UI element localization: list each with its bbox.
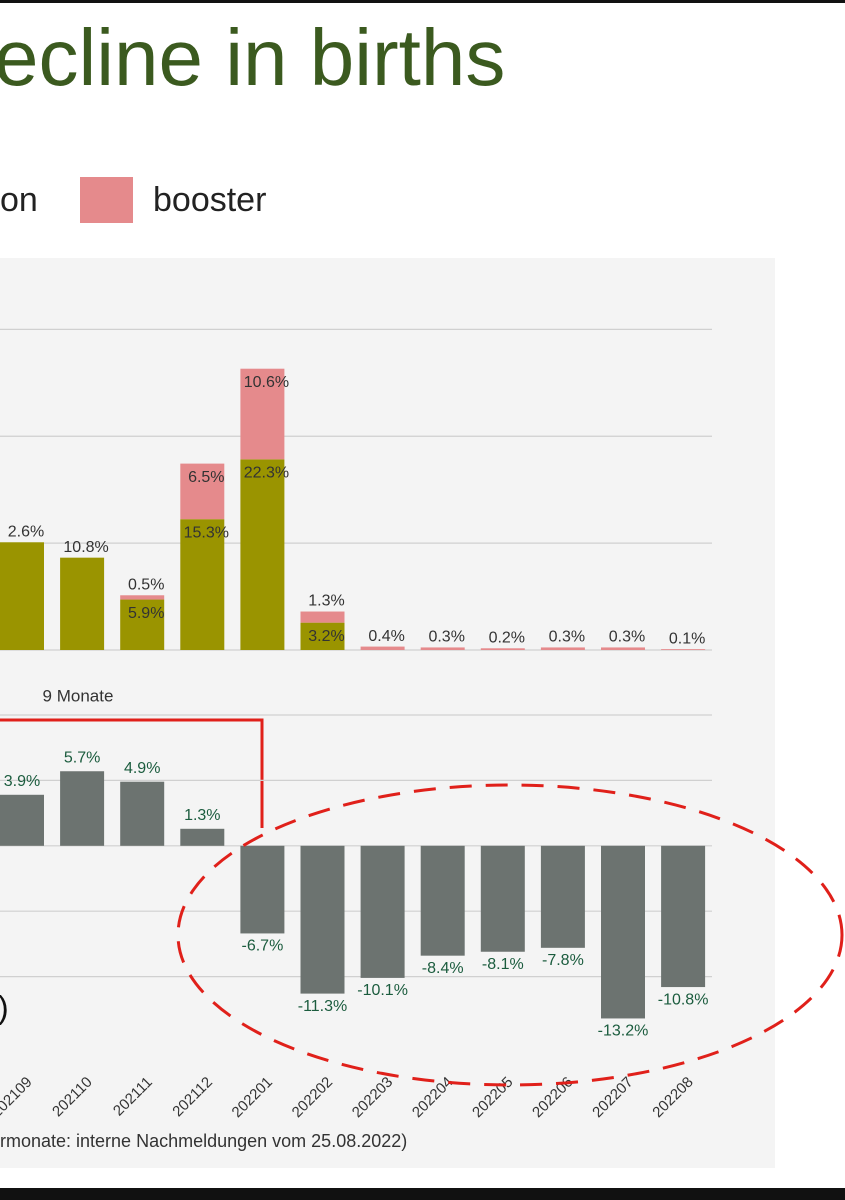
bar xyxy=(661,845,706,988)
legend-label: on xyxy=(0,181,38,219)
bar-segment xyxy=(180,463,225,520)
bar xyxy=(0,794,44,846)
value-label: -6.7% xyxy=(242,938,284,955)
value-label: 1.3% xyxy=(184,807,220,824)
title: ecline in births xyxy=(0,13,505,102)
footnote: rmonate: interne Nachmeldungen vom 25.08… xyxy=(0,1131,407,1151)
bracket xyxy=(0,718,264,828)
annotation: 9 Monate xyxy=(43,686,114,705)
value-label: 0.5% xyxy=(128,576,164,593)
legend-swatch xyxy=(80,177,133,223)
value-label: 0.3% xyxy=(609,629,645,646)
bar-segment xyxy=(360,646,405,650)
bar xyxy=(601,845,645,1019)
value-label: -13.2% xyxy=(598,1023,649,1040)
value-label: 10.6% xyxy=(244,374,289,391)
bottom-border xyxy=(0,1188,845,1200)
bar xyxy=(180,828,225,846)
value-label: -10.1% xyxy=(357,982,408,999)
value-label: 3.2% xyxy=(308,628,344,645)
value-label: 0.3% xyxy=(549,629,585,646)
bar-segment xyxy=(180,519,225,650)
bar xyxy=(60,771,105,846)
bar-segment xyxy=(0,542,44,650)
bar xyxy=(240,845,285,934)
bar-segment xyxy=(240,459,285,650)
value-label: 1.3% xyxy=(308,593,344,610)
annotation: ) xyxy=(0,989,9,1025)
dashed-ellipse xyxy=(176,783,844,1087)
value-label: 5.7% xyxy=(64,749,100,766)
value-label: 22.3% xyxy=(244,465,289,482)
value-label: 5.9% xyxy=(128,605,164,622)
bar-segment xyxy=(420,647,465,650)
value-label: 4.9% xyxy=(124,760,160,777)
value-label: -7.8% xyxy=(542,952,584,969)
value-label: -11.3% xyxy=(298,998,348,1015)
bar-segment xyxy=(300,611,345,623)
bar-segment xyxy=(300,622,345,650)
bar-segment xyxy=(60,557,105,650)
chart-panel xyxy=(0,258,775,1168)
value-label: 0.4% xyxy=(368,628,404,645)
bar-segment xyxy=(540,647,585,650)
bar xyxy=(120,781,165,846)
value-label: 0.2% xyxy=(489,630,525,647)
value-label: -8.4% xyxy=(422,960,464,977)
value-label: 0.3% xyxy=(428,629,464,646)
bar-segment xyxy=(120,599,165,650)
bar xyxy=(360,845,405,978)
value-label: 15.3% xyxy=(184,524,229,541)
bar-segment xyxy=(480,648,525,650)
value-label: -10.8% xyxy=(658,991,709,1008)
bar-segment xyxy=(240,368,285,460)
top-border xyxy=(0,0,845,3)
bar-segment xyxy=(120,595,165,600)
bar xyxy=(420,845,465,956)
bar-segment xyxy=(601,647,645,650)
legend-label: booster xyxy=(153,181,266,219)
value-label: 6.5% xyxy=(188,469,224,486)
value-label: 2.6% xyxy=(8,523,44,540)
bar xyxy=(480,845,525,952)
value-label: 10.8% xyxy=(63,539,108,556)
value-label: -8.1% xyxy=(482,956,524,973)
value-label: 3.9% xyxy=(4,773,40,790)
bar-segment xyxy=(661,649,706,650)
bar xyxy=(540,845,585,948)
bar xyxy=(300,845,345,994)
value-label: 0.1% xyxy=(669,630,705,647)
